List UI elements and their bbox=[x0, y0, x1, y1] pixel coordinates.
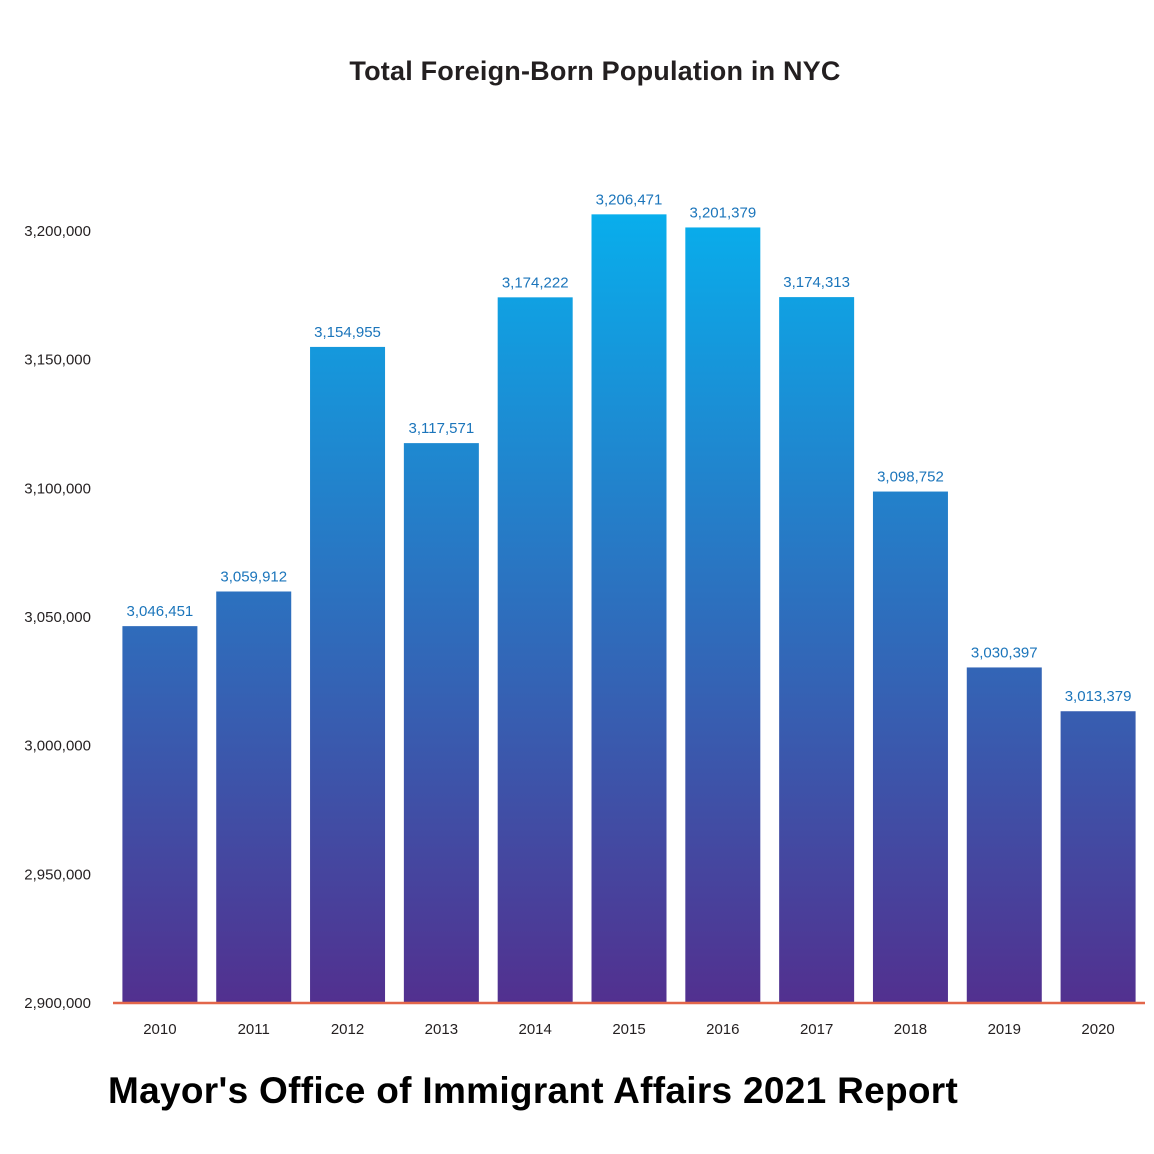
y-tick-label: 3,050,000 bbox=[24, 609, 91, 626]
y-tick-label: 3,000,000 bbox=[24, 738, 91, 755]
bar-2017 bbox=[779, 297, 855, 1004]
x-tick-label: 2010 bbox=[143, 1021, 176, 1038]
x-tick-label: 2018 bbox=[894, 1021, 927, 1038]
x-tick-label: 2016 bbox=[706, 1021, 739, 1038]
bar-2018 bbox=[872, 491, 948, 1003]
x-tick-label: 2013 bbox=[425, 1021, 458, 1038]
data-label: 3,013,379 bbox=[1065, 688, 1132, 705]
x-axis-tick-labels: 2010 2011 2012 2013 2014 2015 2016 2017 2018 2019… bbox=[143, 1021, 1115, 1038]
x-tick-label: 2015 bbox=[612, 1021, 645, 1038]
bar-2010 bbox=[122, 626, 198, 1003]
data-label: 3,059,912 bbox=[220, 568, 287, 585]
data-label: 3,206,471 bbox=[596, 191, 663, 208]
footer-caption: Mayor's Office of Immigrant Affairs 2021… bbox=[108, 1070, 959, 1111]
bars bbox=[122, 214, 1136, 1004]
y-tick-label: 2,950,000 bbox=[24, 866, 91, 883]
bar-2015 bbox=[591, 214, 667, 1003]
x-tick-label: 2020 bbox=[1081, 1021, 1114, 1038]
x-tick-label: 2011 bbox=[238, 1021, 270, 1038]
bar-2012 bbox=[310, 346, 386, 1004]
bar-2016 bbox=[685, 227, 761, 1004]
chart-title: Total Foreign-Born Population in NYC bbox=[349, 56, 841, 86]
data-label: 3,174,222 bbox=[502, 274, 569, 291]
bar-2013 bbox=[403, 443, 479, 1003]
data-label: 3,117,571 bbox=[409, 420, 475, 437]
x-tick-label: 2017 bbox=[800, 1021, 833, 1038]
bar-2020 bbox=[1060, 711, 1136, 1003]
y-tick-label: 3,150,000 bbox=[24, 352, 91, 369]
y-tick-label: 2,900,000 bbox=[24, 995, 91, 1012]
data-label: 3,154,955 bbox=[314, 324, 381, 341]
data-label: 3,174,313 bbox=[783, 274, 850, 291]
data-labels: 3,046,451 3,059,912 3,154,955 3,117,571 3,17… bbox=[127, 191, 1132, 705]
bar-chart: 2,900,000 2,950,000 3,000,000 3,050,000 3,10… bbox=[24, 191, 1145, 1038]
bar-2019 bbox=[966, 667, 1042, 1003]
data-label: 3,046,451 bbox=[127, 603, 194, 620]
x-tick-label: 2019 bbox=[988, 1021, 1021, 1038]
x-tick-label: 2012 bbox=[331, 1021, 364, 1038]
bar-2014 bbox=[497, 297, 573, 1003]
data-label: 3,201,379 bbox=[689, 204, 756, 221]
y-tick-label: 3,200,000 bbox=[24, 223, 91, 240]
data-label: 3,030,397 bbox=[971, 644, 1038, 661]
y-axis-tick-labels: 2,900,000 2,950,000 3,000,000 3,050,000 3,10… bbox=[24, 223, 91, 1012]
bar-2011 bbox=[216, 591, 292, 1003]
data-label: 3,098,752 bbox=[877, 469, 944, 486]
x-tick-label: 2014 bbox=[518, 1021, 551, 1038]
y-tick-label: 3,100,000 bbox=[24, 480, 91, 497]
